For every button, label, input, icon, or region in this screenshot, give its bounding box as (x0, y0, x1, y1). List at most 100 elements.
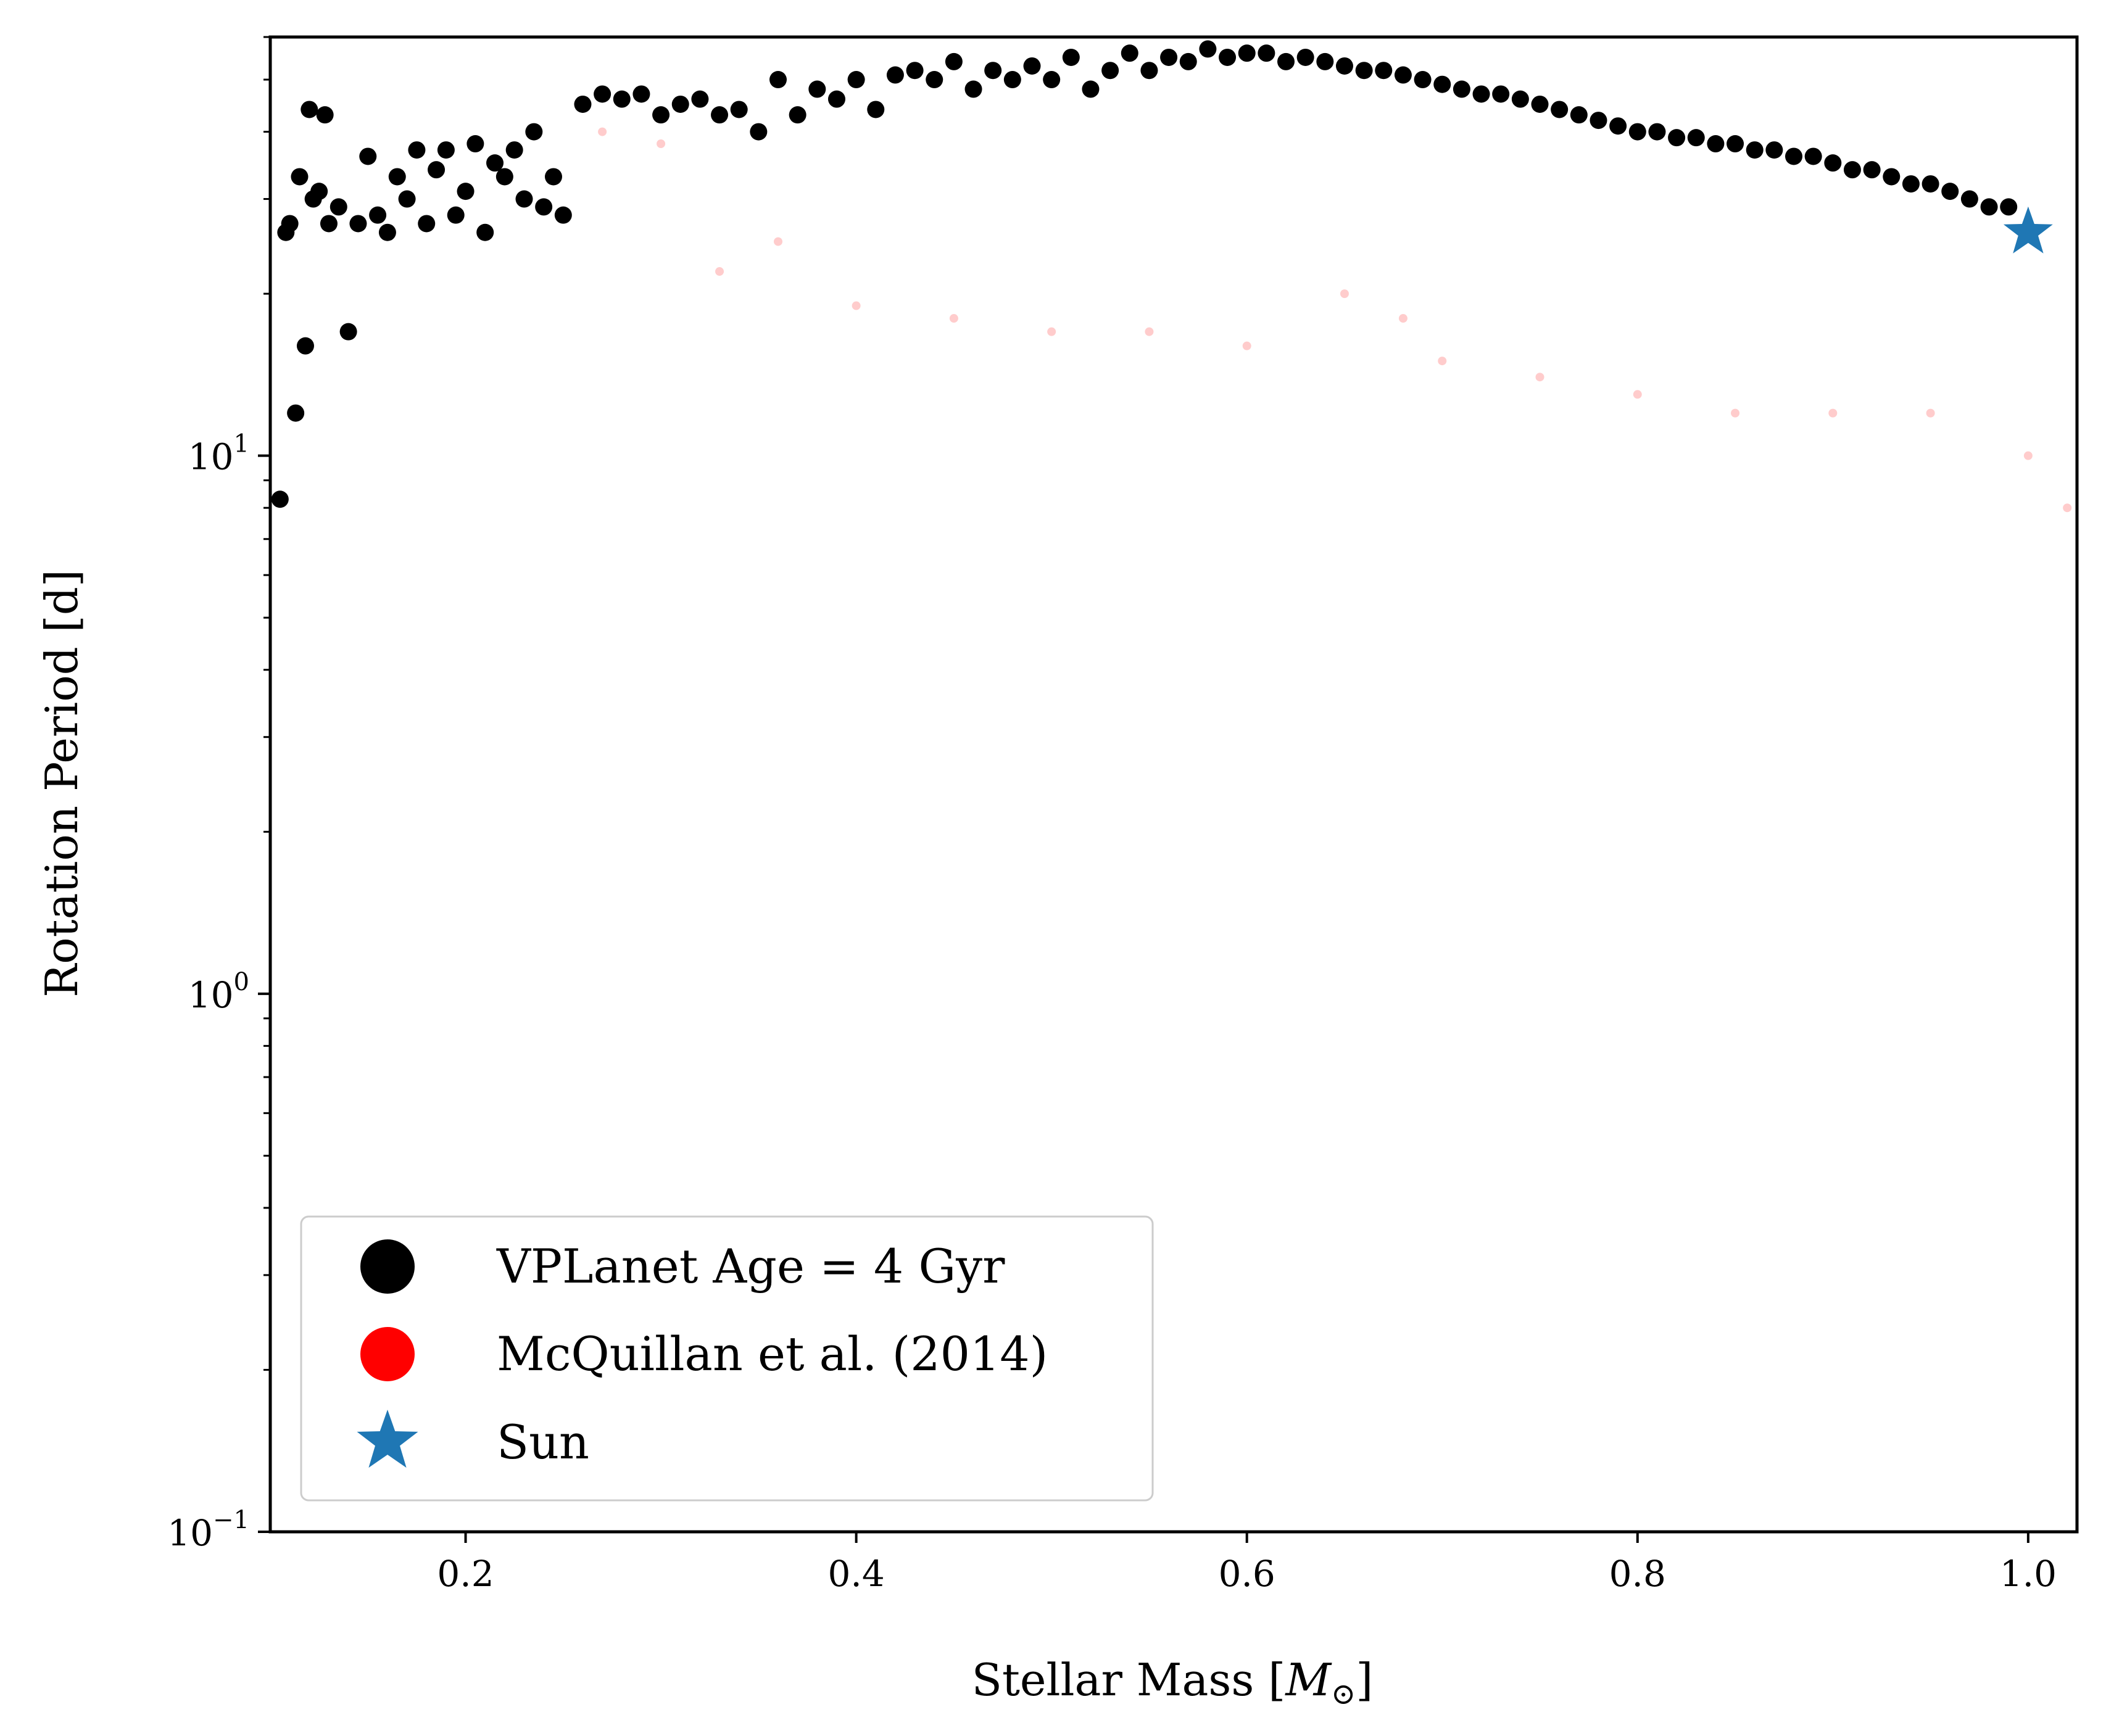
vplanet-point (287, 404, 305, 422)
vplanet-point (447, 206, 465, 224)
mcquillan-point (1145, 327, 1154, 336)
vplanet-point (1101, 62, 1119, 80)
vplanet-point (906, 62, 924, 80)
vplanet-point (359, 147, 377, 165)
vplanet-point (1727, 135, 1744, 153)
vplanet-point (886, 66, 904, 84)
vplanet-point (1570, 106, 1588, 124)
y-axis-ticks: 10−1 100 101 (167, 36, 270, 1554)
vplanet-point (1160, 48, 1178, 66)
vplanet-point (1316, 52, 1334, 70)
vplanet-point (964, 80, 982, 98)
vplanet-point (1628, 123, 1646, 141)
vplanet-point (1258, 44, 1275, 62)
vplanet-point (1804, 147, 1822, 165)
mcquillan-point (598, 127, 607, 136)
vplanet-point (1746, 141, 1764, 159)
vplanet-point (867, 101, 885, 118)
vplanet-point (369, 206, 387, 224)
legend: VPLanet Age = 4 Gyr McQuillan et al. (20… (300, 1215, 1154, 1502)
vplanet-point (301, 101, 318, 118)
vplanet-point (1551, 101, 1569, 118)
vplanet-point (316, 106, 334, 124)
vplanet-point (1355, 62, 1373, 80)
vplanet-point (1082, 80, 1100, 98)
vplanet-point (1824, 154, 1842, 172)
legend-marker-sun-star-icon (357, 1410, 418, 1468)
legend-label-sun: Sun (497, 1415, 589, 1469)
vplanet-point (1902, 175, 1920, 193)
vplanet-point (1472, 85, 1490, 103)
mcquillan-point (1926, 408, 1935, 418)
vplanet-point (1003, 71, 1021, 89)
vplanet-point (1199, 40, 1217, 58)
mcquillan-point (715, 267, 724, 276)
vplanet-point (1492, 85, 1510, 103)
vplanet-point (594, 85, 611, 103)
vplanet-point (1687, 129, 1705, 147)
vplanet-point (1960, 190, 1978, 208)
sun-star-marker (2003, 206, 2053, 254)
mcquillan-points (598, 127, 2072, 513)
mcquillan-point (1535, 373, 1544, 382)
vplanet-point (1883, 168, 1901, 186)
legend-label-mcquillan: McQuillan et al. (2014) (497, 1326, 1048, 1381)
vplanet-point (691, 90, 709, 108)
vplanet-point (418, 215, 436, 233)
legend-marker-vplanet (360, 1239, 415, 1294)
vplanet-point (1648, 123, 1666, 141)
mcquillan-point (1242, 341, 1251, 350)
vplanet-point (730, 101, 748, 118)
x-axis-label: Stellar Mass [M⊙] (972, 1654, 1374, 1711)
x-axis-ticks: 0.2 0.4 0.6 0.8 1.0 (437, 1532, 2057, 1595)
legend-label-vplanet: VPLanet Age = 4 Gyr (496, 1239, 1005, 1294)
vplanet-point (457, 183, 475, 200)
vplanet-point (339, 323, 357, 341)
vplanet-point (378, 223, 396, 241)
vplanet-point (984, 62, 1002, 80)
vplanet-point (525, 123, 543, 141)
vplanet-point (1296, 48, 1314, 66)
vplanet-point (1531, 95, 1549, 113)
mcquillan-point (852, 301, 861, 310)
vplanet-point (827, 90, 845, 108)
vplanet-point (711, 106, 729, 124)
x-tick-label: 0.2 (437, 1553, 494, 1595)
x-tick-label: 0.8 (1609, 1553, 1666, 1595)
vplanet-point (388, 168, 406, 186)
vplanet-point (310, 183, 328, 200)
y-tick-label: 10−1 (167, 1506, 249, 1554)
vplanet-point (281, 215, 299, 233)
x-tick-label: 1.0 (2000, 1553, 2057, 1595)
mcquillan-point (657, 139, 666, 149)
vplanet-point (1668, 129, 1686, 147)
vplanet-point (320, 215, 338, 233)
vplanet-point (671, 95, 689, 113)
vplanet-point (515, 190, 533, 208)
mcquillan-point (2063, 503, 2072, 513)
vplanet-point (1511, 90, 1529, 108)
vplanet-point (271, 490, 289, 508)
plot-frame (268, 35, 2079, 1534)
vplanet-point (349, 215, 367, 233)
vplanet-point (1394, 66, 1412, 84)
mcquillan-point (1398, 314, 1407, 323)
y-tick-label: 101 (188, 430, 249, 478)
vplanet-point (1043, 71, 1061, 89)
vplanet-point (574, 95, 592, 113)
vplanet-point (1179, 52, 1197, 70)
vplanet-point (1277, 52, 1295, 70)
vplanet-points (271, 40, 2018, 508)
vplanet-point (1375, 62, 1393, 80)
mcquillan-point (1731, 408, 1740, 418)
vplanet-point (1843, 161, 1861, 179)
vplanet-point (1023, 57, 1041, 75)
y-axis-label: Rotation Period [d] (36, 569, 88, 998)
vplanet-point (1922, 175, 1939, 193)
y-tick-label: 100 (188, 968, 249, 1016)
vplanet-point (789, 106, 806, 124)
vplanet-point (428, 161, 446, 179)
mcquillan-point (1633, 390, 1642, 399)
vplanet-point (476, 223, 494, 241)
